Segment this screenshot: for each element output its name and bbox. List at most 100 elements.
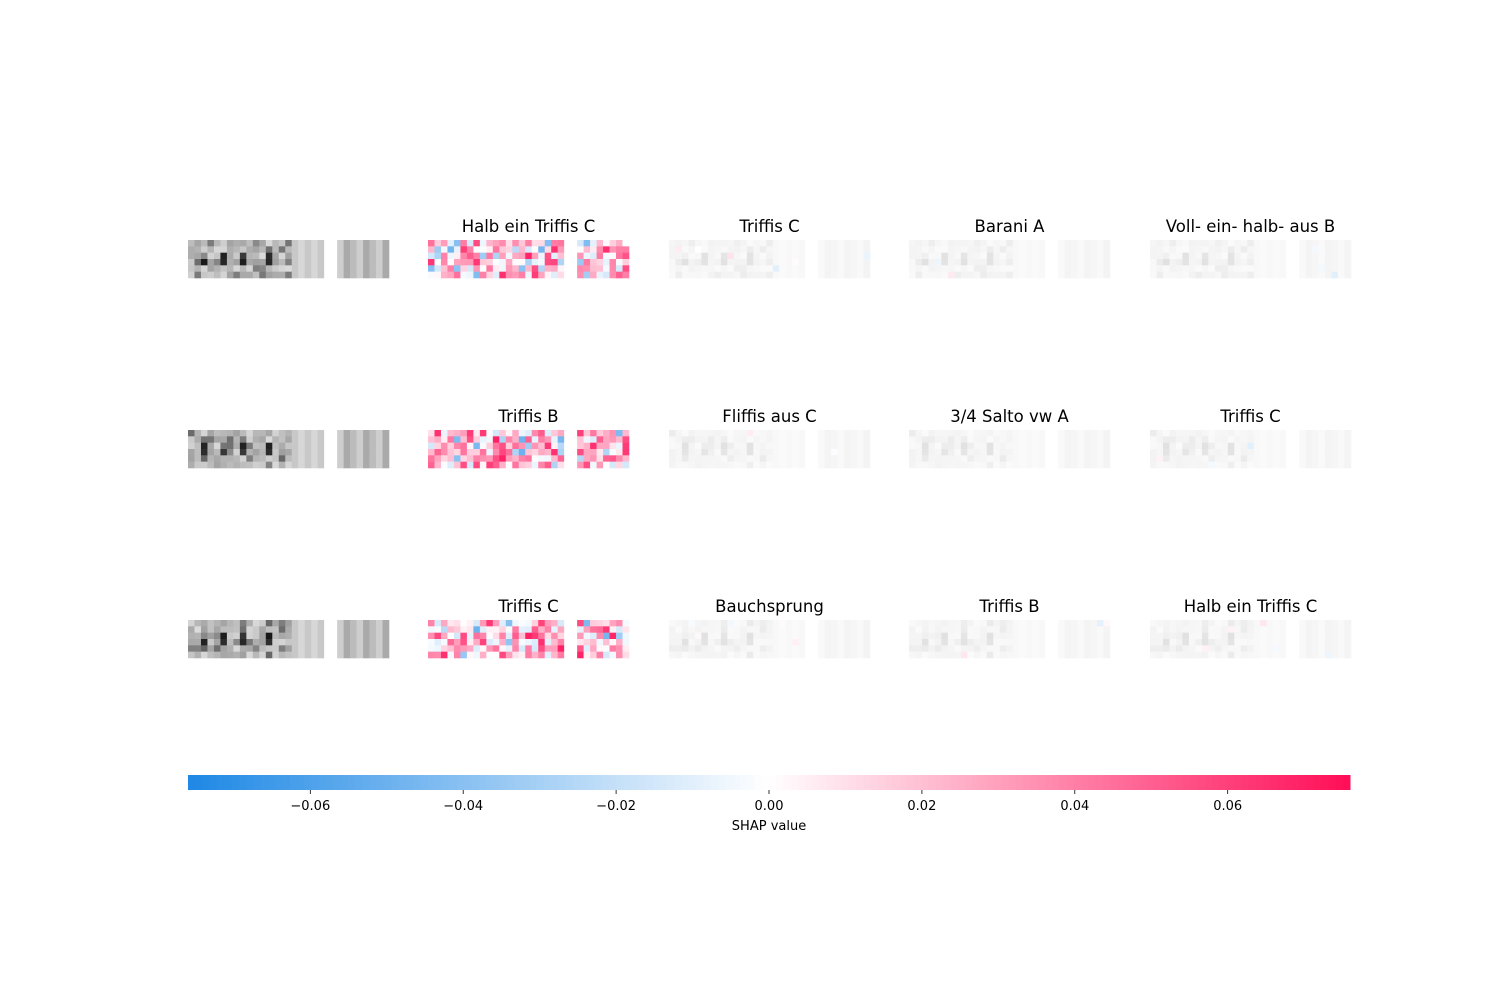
heatmap-cell	[1064, 430, 1072, 437]
heatmap-cell	[1299, 632, 1306, 640]
heatmap-cell	[492, 240, 500, 247]
heatmap-cell	[1338, 461, 1345, 469]
heatmap-cell	[194, 259, 202, 266]
heatmap-cell	[337, 240, 344, 247]
heatmap-cell	[1201, 455, 1209, 462]
heatmap-cell	[1045, 259, 1052, 266]
heatmap-cell	[596, 645, 604, 652]
heatmap-cell	[753, 436, 761, 443]
colorbar-segment	[616, 775, 625, 790]
heatmap-cell	[1266, 645, 1274, 652]
heatmap-cell	[993, 620, 1001, 627]
heatmap-cell	[583, 246, 591, 253]
heatmap-cell	[1279, 436, 1287, 443]
heatmap-cell	[831, 455, 838, 462]
heatmap-cell	[551, 259, 558, 266]
heatmap-cell	[324, 271, 331, 279]
heatmap-cell	[622, 252, 630, 260]
heatmap-cell	[792, 449, 799, 456]
heatmap-cell	[207, 246, 215, 253]
heatmap-cell	[518, 240, 526, 247]
heatmap-cell	[1292, 455, 1300, 462]
heatmap-cell	[272, 449, 280, 456]
heatmap-cell	[337, 639, 344, 646]
heatmap-cell	[512, 455, 520, 462]
heatmap-cell	[785, 626, 793, 633]
heatmap-cell	[941, 639, 949, 646]
heatmap-cell	[544, 271, 552, 279]
heatmap-cell	[1305, 442, 1313, 450]
heatmap-cell	[1103, 626, 1111, 633]
heatmap-cell	[831, 246, 838, 253]
heatmap-cell	[1169, 455, 1177, 462]
heatmap-cell	[1325, 265, 1332, 272]
heatmap-cell	[525, 442, 533, 450]
heatmap-cell	[311, 246, 318, 253]
heatmap-cell	[1208, 240, 1216, 247]
heatmap-cell	[479, 645, 487, 652]
heatmap-cell	[343, 651, 351, 659]
heatmap-cell	[999, 645, 1007, 652]
heatmap-cell	[1025, 436, 1033, 443]
colorbar-segment	[420, 775, 429, 790]
heatmap-cell	[1279, 246, 1287, 253]
heatmap-cell	[337, 461, 344, 469]
heatmap-cell	[921, 645, 929, 652]
heatmap-cell	[428, 240, 435, 247]
heatmap-cell	[1162, 449, 1170, 456]
heatmap-cell	[915, 240, 923, 247]
heatmap-cell	[824, 632, 832, 640]
colorbar-segment	[434, 775, 443, 790]
heatmap-cell	[967, 639, 975, 646]
heatmap-cell	[921, 639, 929, 646]
heatmap-cell	[311, 455, 318, 462]
heatmap-cell	[714, 461, 722, 469]
heatmap-cell	[363, 651, 370, 659]
colorbar-segment	[863, 775, 872, 790]
heatmap-cell	[473, 449, 481, 456]
heatmap-cell	[909, 259, 916, 266]
heatmap-cell	[831, 620, 838, 627]
heatmap-cell	[505, 449, 513, 456]
heatmap-cell	[805, 430, 812, 437]
heatmap-cell	[941, 442, 949, 450]
heatmap-cell	[194, 626, 202, 633]
heatmap-cell	[512, 645, 520, 652]
heatmap-cell	[1182, 442, 1190, 450]
heatmap-cell	[785, 436, 793, 443]
heatmap-cell	[960, 639, 968, 646]
heatmap-cell	[1227, 265, 1235, 272]
heatmap-cell	[947, 442, 955, 450]
heatmap-cell	[1208, 455, 1216, 462]
heatmap-cell	[278, 620, 286, 627]
colorbar-segment	[195, 775, 204, 790]
heatmap-cell	[239, 651, 247, 659]
heatmap-cell	[369, 442, 377, 450]
heatmap-cell	[1032, 430, 1039, 437]
heatmap-cell	[265, 639, 273, 646]
heatmap-cell	[1084, 639, 1091, 646]
heatmap-cell	[746, 461, 754, 469]
heatmap-cell	[1325, 449, 1332, 456]
heatmap-cell	[330, 430, 338, 437]
heatmap-cell	[265, 246, 273, 253]
heatmap-cell	[805, 246, 812, 253]
heatmap-cell	[1188, 455, 1196, 462]
colorbar-segment	[376, 775, 385, 790]
heatmap-cell	[1156, 651, 1164, 659]
heatmap-cell	[259, 442, 267, 450]
heatmap-cell	[304, 632, 312, 640]
heatmap-cell	[1286, 246, 1293, 253]
heatmap-cell	[324, 632, 331, 640]
heatmap-cell	[850, 461, 858, 469]
heatmap-cell	[707, 449, 715, 456]
panel-r2-c3	[669, 430, 871, 469]
heatmap-cell	[265, 461, 273, 469]
heatmap-cell	[551, 626, 558, 633]
heatmap-cell	[1318, 632, 1326, 640]
heatmap-cell	[772, 639, 780, 646]
heatmap-cell	[1103, 265, 1111, 272]
heatmap-cell	[967, 632, 975, 640]
heatmap-cell	[772, 259, 780, 266]
heatmap-cell	[928, 265, 936, 272]
